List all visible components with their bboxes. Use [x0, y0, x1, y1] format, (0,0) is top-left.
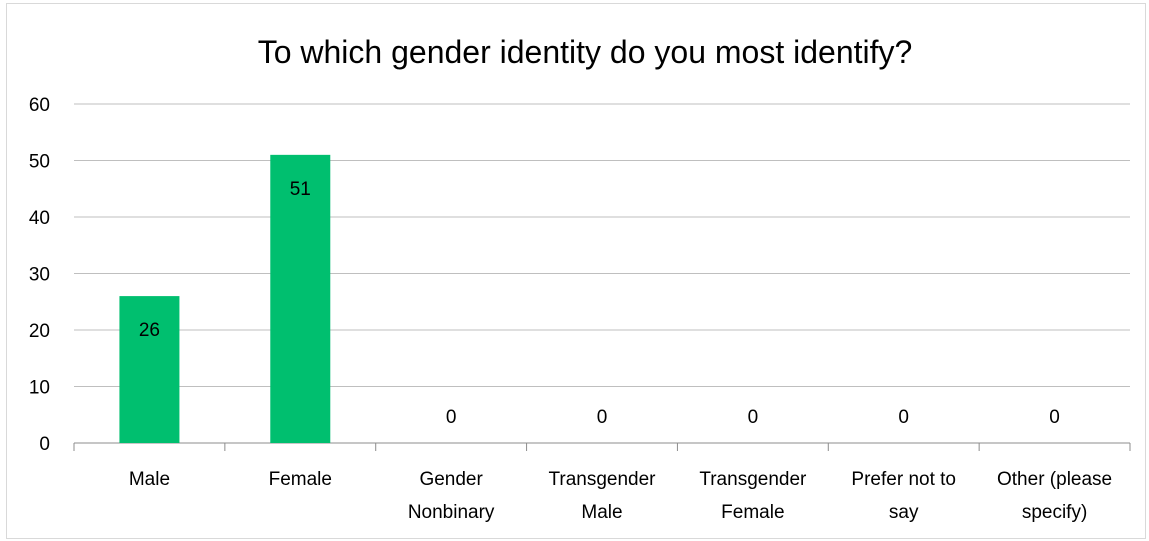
y-tick-label: 0 — [39, 434, 50, 455]
y-tick-label: 50 — [29, 152, 50, 173]
x-category-label: say — [889, 502, 919, 523]
x-axis-tick-marks — [73, 443, 1131, 451]
data-label: 0 — [898, 407, 909, 428]
y-tick-label: 30 — [29, 265, 50, 286]
y-tick-label: 20 — [29, 321, 50, 342]
chart-title: To which gender identity do you most ide… — [258, 34, 913, 70]
chart-frame — [6, 3, 1146, 539]
x-axis-category-labels: Male Female Gender Nonbinary Transgender Male… — [129, 469, 1112, 523]
x-category-label: Gender — [419, 469, 483, 490]
x-category-label: Nonbinary — [408, 502, 495, 523]
x-category-label: Transgender — [699, 469, 807, 490]
x-category-label: Female — [269, 469, 332, 490]
x-category-label: Transgender — [548, 469, 656, 490]
y-tick-label: 10 — [29, 378, 50, 399]
bars — [119, 154, 331, 443]
data-label: 0 — [1049, 407, 1060, 428]
data-label: 51 — [290, 179, 311, 200]
data-label: 0 — [748, 407, 759, 428]
x-category-label: Male — [129, 469, 170, 490]
gridlines — [74, 103, 1130, 444]
data-label: 26 — [139, 320, 160, 341]
y-tick-label: 40 — [29, 208, 50, 229]
bar — [119, 296, 180, 443]
bar — [270, 154, 331, 443]
y-axis-tick-labels: 0 10 20 30 40 50 60 — [29, 95, 50, 455]
data-label: 0 — [597, 407, 608, 428]
x-category-label: Other (please — [997, 469, 1112, 490]
x-category-label: Female — [721, 502, 784, 523]
data-label: 0 — [446, 407, 457, 428]
x-category-label: Male — [581, 502, 622, 523]
x-category-label: Prefer not to — [851, 469, 956, 490]
x-category-label: specify) — [1022, 502, 1087, 523]
y-tick-label: 60 — [29, 95, 50, 116]
data-labels: 26 51 0 0 0 0 0 — [139, 179, 1060, 428]
